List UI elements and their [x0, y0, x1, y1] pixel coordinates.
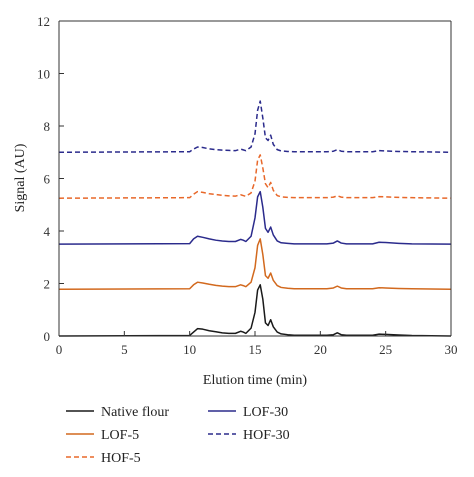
series-line-lof-30	[58, 190, 452, 245]
legend-label: HOF-30	[243, 428, 290, 443]
legend: Native flour LOF-5 HOF-5 LOF-30 HOF-30	[66, 405, 290, 466]
series-layer	[58, 100, 452, 337]
x-tick-label: 5	[121, 342, 128, 357]
x-tick-label: 15	[249, 342, 262, 357]
series-line-hof-5	[58, 154, 452, 199]
x-tick-label: 30	[445, 342, 458, 357]
x-tick-label: 10	[183, 342, 196, 357]
legend-label: LOF-30	[243, 405, 288, 420]
y-tick-label: 6	[44, 172, 51, 187]
ticks-layer: 0 5 10 15 20 25 30 0 2 4 6 8 10 12	[37, 14, 458, 357]
y-tick-label: 4	[44, 224, 51, 239]
y-tick-label: 10	[37, 67, 50, 82]
x-axis-label: Elution time (min)	[203, 373, 308, 388]
legend-label: HOF-5	[101, 451, 141, 466]
series-line-hof-30	[58, 100, 452, 153]
x-tick-label: 25	[379, 342, 392, 357]
legend-label: Native flour	[101, 405, 169, 420]
y-tick-label: 2	[44, 277, 51, 292]
y-axis-label: Signal (AU)	[13, 143, 28, 212]
x-tick-label: 0	[56, 342, 63, 357]
y-tick-label: 8	[44, 119, 51, 134]
y-tick-label: 12	[37, 14, 50, 29]
series-line-native-flour	[58, 284, 452, 337]
legend-label: LOF-5	[101, 428, 139, 443]
series-line-lof-5	[58, 238, 452, 291]
x-tick-label: 20	[314, 342, 327, 357]
y-tick-label: 0	[44, 329, 51, 344]
